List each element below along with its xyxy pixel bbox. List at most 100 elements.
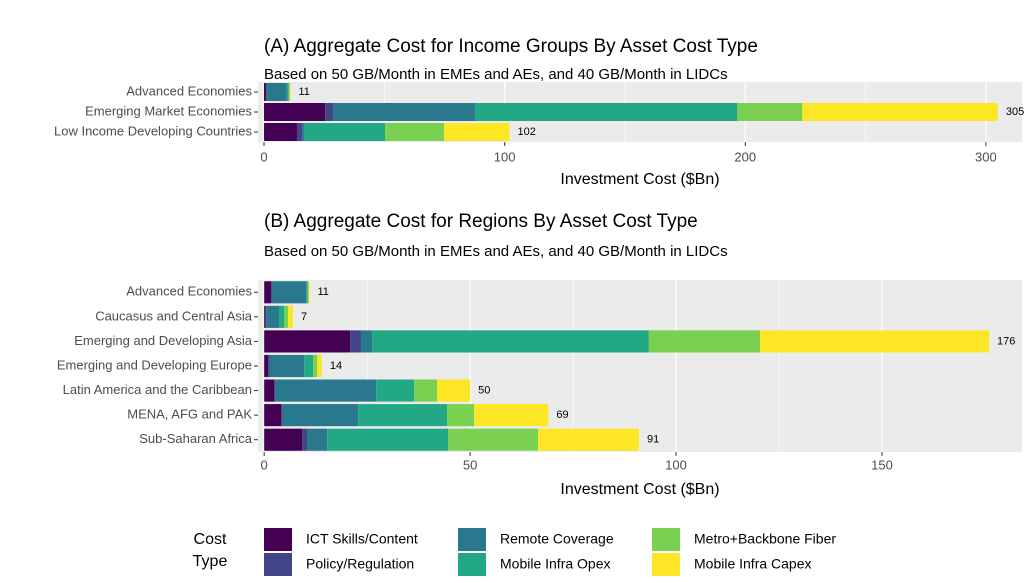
chart-subtitle: Based on 50 GB/Month in EMEs and AEs, an… <box>264 66 728 83</box>
bar-segment: Remote Coverage <box>333 103 476 121</box>
legend-label: Mobile Infra Capex <box>694 556 812 572</box>
y-tick-label: Emerging Market Economies <box>85 103 252 118</box>
bar-segment: Mobile Infra Capex <box>760 330 990 353</box>
bar-segment: Mobile Infra Opex <box>358 404 448 427</box>
legend-label: Mobile Infra Opex <box>500 556 611 572</box>
bar-segment: Policy/Regulation <box>274 379 276 402</box>
x-tick-label: 100 <box>494 149 516 164</box>
legend-label: ICT Skills/Content <box>306 531 418 547</box>
total-label: 91 <box>647 434 659 446</box>
bar-segment: Mobile Infra Capex <box>444 123 510 141</box>
legend-swatch <box>264 528 292 551</box>
bar-segment: Metro+Backbone Fiber <box>448 428 539 451</box>
bar-segment: Remote Coverage <box>266 83 287 101</box>
chart-title: (B) Aggregate Cost for Regions By Asset … <box>264 211 698 232</box>
bar-segment: ICT Skills/Content <box>264 83 266 101</box>
chart-subtitle: Based on 50 GB/Month in EMEs and AEs, an… <box>264 243 728 260</box>
y-tick-label: MENA, AFG and PAK <box>127 407 252 422</box>
x-tick-label: 150 <box>871 457 893 472</box>
bar-segment: Mobile Infra Opex <box>327 428 449 451</box>
bar-segment: Remote Coverage <box>269 354 305 378</box>
bar-segment: Policy/Regulation <box>281 404 283 427</box>
bar-segment: Metro+Backbone Fiber <box>313 354 318 378</box>
bar-segment: Mobile Infra Opex <box>303 123 386 141</box>
legend-swatch <box>264 553 292 576</box>
bar-segment: Policy/Regulation <box>268 354 270 378</box>
total-label: 176 <box>997 335 1015 347</box>
x-tick-label: 50 <box>463 457 477 472</box>
bar-segment: Mobile Infra Capex <box>288 305 294 328</box>
bar-segment: ICT Skills/Content <box>264 103 326 121</box>
total-label: 11 <box>317 286 328 298</box>
bar-segment: Mobile Infra Opex <box>376 379 415 402</box>
y-tick-label: Sub-Saharan Africa <box>139 431 253 446</box>
bar-segment: Mobile Infra Opex <box>279 305 285 328</box>
x-tick-label: 0 <box>261 457 268 472</box>
x-axis-title: Investment Cost ($Bn) <box>560 481 719 498</box>
total-label: 14 <box>330 360 342 372</box>
legend-label: Metro+Backbone Fiber <box>694 531 836 547</box>
y-tick-label: Advanced Economies <box>126 284 252 299</box>
chart-title: (A) Aggregate Cost for Income Groups By … <box>264 36 758 57</box>
total-label: 50 <box>478 384 490 396</box>
legend-swatch <box>458 553 486 576</box>
bar-segment: Policy/Regulation <box>302 428 308 451</box>
bar-segment: Metro+Backbone Fiber <box>447 404 475 427</box>
bar-segment: Remote Coverage <box>302 123 304 141</box>
legend-swatch <box>458 528 486 551</box>
y-tick-label: Emerging and Developing Asia <box>74 333 253 348</box>
y-tick-label: Latin America and the Caribbean <box>63 382 252 397</box>
bar-segment: Remote Coverage <box>282 404 359 427</box>
bar-segment: Mobile Infra Capex <box>474 404 549 427</box>
bar-segment: Mobile Infra Opex <box>475 103 738 121</box>
bar-segment: Metro+Backbone Fiber <box>385 123 445 141</box>
y-tick-label: Caucasus and Central Asia <box>95 308 253 323</box>
bar-segment: Policy/Regulation <box>265 305 267 328</box>
bar-segment: ICT Skills/Content <box>264 379 275 402</box>
bar-segment: Policy/Regulation <box>271 281 273 304</box>
bar-segment: Metro+Backbone Fiber <box>307 281 309 304</box>
bar-segment: Policy/Regulation <box>350 330 361 353</box>
bar-segment: ICT Skills/Content <box>264 305 266 328</box>
bar-segment: Policy/Regulation <box>325 103 334 121</box>
bar-segment: ICT Skills/Content <box>264 330 351 353</box>
bar-segment: ICT Skills/Content <box>264 404 282 427</box>
bar-segment: Remote Coverage <box>360 330 373 353</box>
bar-segment: ICT Skills/Content <box>264 123 297 141</box>
bar-segment: Metro+Backbone Fiber <box>737 103 803 121</box>
legend-title: Type <box>193 553 228 570</box>
legend-label: Policy/Regulation <box>306 556 414 572</box>
bar-segment: Mobile Infra Capex <box>437 379 471 402</box>
bar-segment: Mobile Infra Capex <box>802 103 998 121</box>
bar-segment: Mobile Infra Capex <box>538 428 639 451</box>
total-label: 7 <box>301 311 307 323</box>
bar-segment: ICT Skills/Content <box>264 354 269 378</box>
bar-segment: Metro+Backbone Fiber <box>414 379 438 402</box>
x-tick-label: 300 <box>975 149 997 164</box>
y-tick-label: Advanced Economies <box>126 83 252 98</box>
bar-segment: Mobile Infra Capex <box>289 83 291 101</box>
bar-segment: Mobile Infra Opex <box>304 354 314 378</box>
x-tick-label: 200 <box>734 149 756 164</box>
bar-segment: Mobile Infra Capex <box>317 354 322 378</box>
x-tick-label: 0 <box>260 149 267 164</box>
bar-segment: Mobile Infra Opex <box>372 330 649 353</box>
bar-segment: Metro+Backbone Fiber <box>648 330 761 353</box>
bar-segment: ICT Skills/Content <box>264 428 303 451</box>
legend-swatch <box>652 528 680 551</box>
bar-segment: Mobile Infra Capex <box>308 281 310 304</box>
bar-segment: Metro+Backbone Fiber <box>284 305 289 328</box>
total-label: 69 <box>556 409 568 421</box>
bar-segment: ICT Skills/Content <box>264 281 272 304</box>
total-label: 11 <box>298 86 309 98</box>
bar-segment: Remote Coverage <box>272 281 307 304</box>
bar-segment: Mobile Infra Opex <box>286 83 289 101</box>
x-axis-title: Investment Cost ($Bn) <box>560 171 719 188</box>
y-tick-label: Emerging and Developing Europe <box>57 357 252 372</box>
legend-title: Cost <box>194 531 227 548</box>
bar-segment: Policy/Regulation <box>296 123 303 141</box>
bar-segment: Metro+Backbone Fiber <box>288 83 290 101</box>
legend-label: Remote Coverage <box>500 531 614 547</box>
x-tick-label: 100 <box>665 457 687 472</box>
